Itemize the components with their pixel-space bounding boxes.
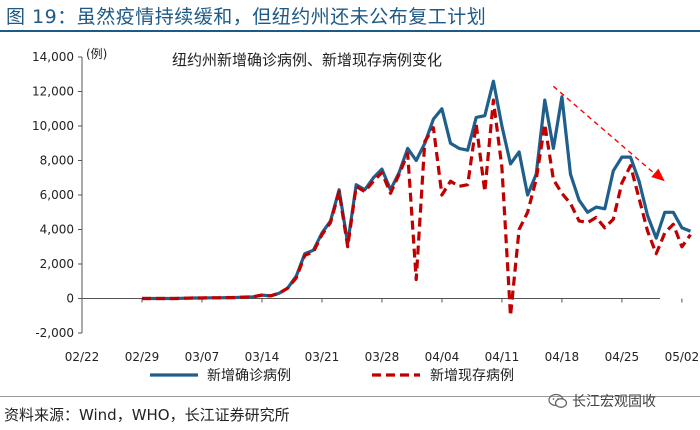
x-tick-label: 04/11 (485, 350, 520, 364)
x-tick-label: 02/22 (65, 350, 100, 364)
x-tick-label: 03/07 (185, 350, 220, 364)
y-tick-label: 14,000 (32, 50, 74, 64)
legend-label-2: 新增现存病例 (430, 368, 514, 384)
y-unit-label: (例) (86, 47, 107, 61)
y-tick-label: 0 (66, 292, 74, 306)
x-tick-label: 04/04 (425, 350, 460, 364)
y-tick-label: 10,000 (32, 119, 74, 133)
x-tick-label: 04/18 (545, 350, 580, 364)
x-tick-label: 03/28 (365, 350, 400, 364)
y-tick-label: -2,000 (35, 326, 74, 340)
chart: -2,000 0 2,000 4,000 6,000 8,000 10,000 12,000 1… (32, 47, 700, 384)
x-tick-label: 02/29 (125, 350, 160, 364)
legend-label-1: 新增确诊病例 (207, 368, 291, 384)
x-tick-label: 03/14 (245, 350, 280, 364)
title-divider (0, 30, 700, 32)
source-note: 资料来源：Wind，WHO，长江证券研究所 (4, 406, 290, 424)
y-tick-label: 2,000 (40, 257, 74, 271)
x-tick-label: 03/21 (305, 350, 340, 364)
source-divider (0, 396, 700, 397)
wechat-icon (548, 393, 568, 408)
figure-title: 图 19：虽然疫情持续缓和，但纽约州还未公布复工计划 (6, 6, 487, 28)
y-tick-label: 4,000 (40, 223, 74, 237)
y-tick-label: 8,000 (40, 154, 74, 168)
chart-title: 纽约州新增确诊病例、新增现存病例变化 (172, 51, 442, 69)
brand-label: 长江宏观固收 (572, 394, 656, 410)
x-tick-label: 05/02 (665, 350, 700, 364)
trend-arrow-head (651, 168, 665, 182)
series-line-2 (142, 98, 692, 318)
brand-watermark: 长江宏观固收 (548, 391, 656, 411)
y-tick-label: 6,000 (40, 188, 74, 202)
y-tick-label: 12,000 (32, 85, 74, 99)
x-tick-label: 04/25 (605, 350, 640, 364)
